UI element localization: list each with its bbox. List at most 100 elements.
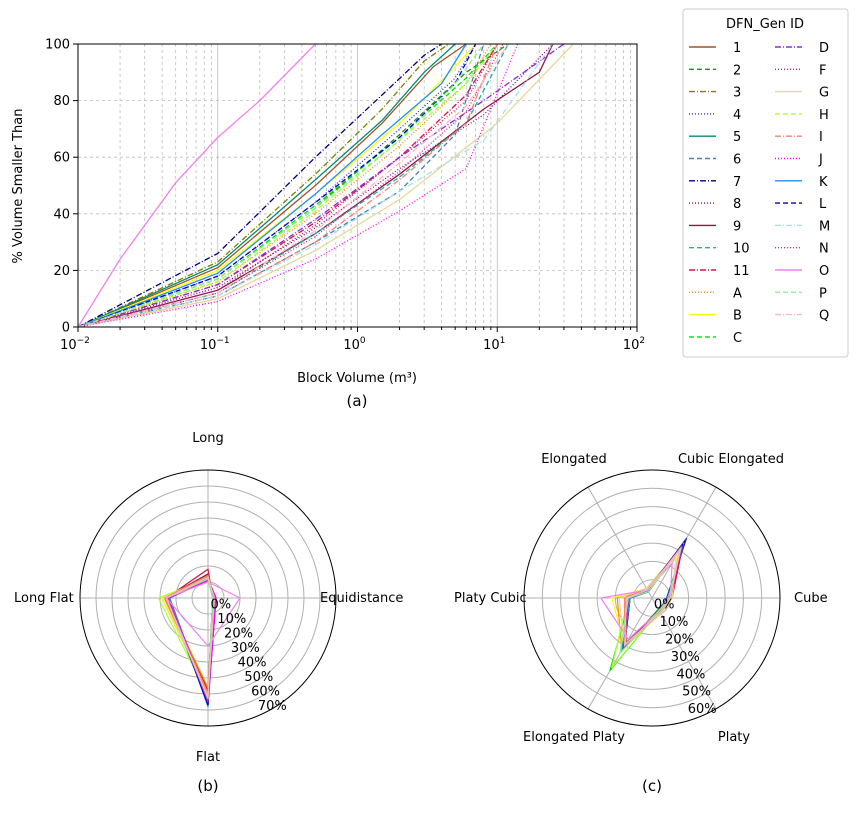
legend-label-Q: Q [819,309,829,324]
r-tick-label: 50% [682,685,711,700]
series-line-K [77,43,467,328]
x-tick-exponent: −1 [216,336,229,346]
axis-label-2: Flat [196,750,220,765]
grid [78,44,637,327]
r-tick-label: 20% [665,632,694,647]
panel-label-a: (a) [347,392,368,410]
x-tick-exponent: 0 [360,336,366,346]
legend-label-5: 5 [733,130,741,145]
y-tick-label: 20 [53,264,70,279]
radar-c: 0% 10% 20% 30% 40% 50% 60% Cubic Elongated Cube P… [454,452,828,745]
series-line-H [77,43,498,328]
y-tick-label: 60 [53,151,70,166]
legend-label-9: 9 [733,219,741,234]
x-tick-exponent: 1 [500,336,506,346]
r-tick-label: 60% [251,684,280,699]
y-tick-label: 40 [53,207,70,222]
legend-label-H: H [819,108,829,123]
axis-label-0: Long [192,431,223,446]
legend-label-11: 11 [733,264,750,279]
series-line-P [77,43,485,328]
legend-label-2: 2 [733,63,741,78]
legend-label-N: N [819,242,829,257]
x-tick-label: 101 [483,336,505,353]
series-line-J [77,43,519,328]
axis-label-0: Cubic Elongated [678,452,784,467]
outer-ring [79,469,337,727]
series-line-5 [77,43,456,328]
legend-label-7: 7 [733,175,741,190]
series-line-F [77,43,498,328]
radar-chart-panel-c: 0% 10% 20% 30% 40% 50% 60% Cubic Elongated Cube P… [454,452,828,795]
axis-label-3: Elongated Platy [523,730,625,745]
radar-b: 0%10%20%30%40%50%60%70% Long Equidistance F… [14,431,403,765]
series-line-C [77,43,498,328]
y-tick-label: 0 [62,321,70,336]
x-tick-label: 10−2 [60,336,90,353]
legend-label-10: 10 [733,242,750,257]
series-line-D [77,43,565,328]
y-tick-label: 80 [53,94,70,109]
r-tick-label: 60% [688,702,717,717]
series-line-11 [77,43,498,328]
x-tick-label: 100 [343,336,366,353]
legend-label-D: D [819,41,829,56]
y-tick-label: 100 [45,38,70,53]
radar-series-Q [165,576,216,698]
r-tick-label: 30% [231,641,260,656]
legend-label-A: A [733,286,742,301]
series-line-6 [77,43,485,328]
series-line-10 [77,43,509,328]
axis-label-2: Platy [718,730,751,745]
axis-label-4: Platy Cubic [454,591,527,606]
legend-label-F: F [819,63,826,78]
legend-label-1: 1 [733,41,741,56]
y-axis-label: % Volume Smaller Than [11,109,26,264]
series-line-3 [77,43,450,328]
r-tick-label: 0% [211,597,232,612]
axis-label-1: Equidistance [320,591,403,606]
panel-label-b: (b) [197,777,218,795]
r-tick-label: 50% [244,670,273,685]
radar-series-M [165,577,216,701]
series-line-G [77,43,574,328]
axis-label-3: Long Flat [14,591,74,606]
series-line-B [77,43,477,328]
axis-label-1: Cube [794,591,828,606]
r-tick-label: 40% [238,655,267,670]
legend-label-8: 8 [733,197,741,212]
r-tick-label: 70% [258,699,287,714]
x-tick-exponent: −2 [77,336,90,346]
legend-label-M: M [819,219,830,234]
axis-ticks: 10−2 1 0 −1 100 101 102 0 20 40 60 80 100 [45,38,645,354]
legend-label-P: P [819,286,827,301]
radial-spoke [651,597,717,710]
radar-series-P [619,546,682,656]
legend-label-6: 6 [733,153,741,168]
legend-label-G: G [819,86,829,101]
legend-label-L: L [819,197,827,212]
x-tick-exponent: 2 [639,336,645,346]
r-tick-label: 40% [676,667,705,682]
line-chart-panel: 10−2 1 0 −1 100 101 102 0 20 40 60 80 100 Block Volu… [11,38,645,411]
series-line-N [77,43,504,328]
radar-series-Q [623,548,681,647]
legend-label-K: K [819,175,828,190]
series-line-2 [77,43,509,328]
r-tick-label: 20% [224,626,253,641]
series-line-L [77,43,477,328]
legend-frame [682,8,849,358]
legend-label-I: I [819,130,823,145]
series-line-Q [77,43,509,328]
x-axis-label: Block Volume (m³) [297,371,417,386]
x-tick-label: 102 [623,336,645,353]
axis-label-5: Elongated [541,452,607,467]
r-tick-label: 0% [654,598,675,613]
legend-label-3: 3 [733,86,741,101]
legend-title: DFN_Gen ID [726,17,804,32]
legend-label-O: O [819,264,829,279]
radar-series-N [167,577,216,703]
